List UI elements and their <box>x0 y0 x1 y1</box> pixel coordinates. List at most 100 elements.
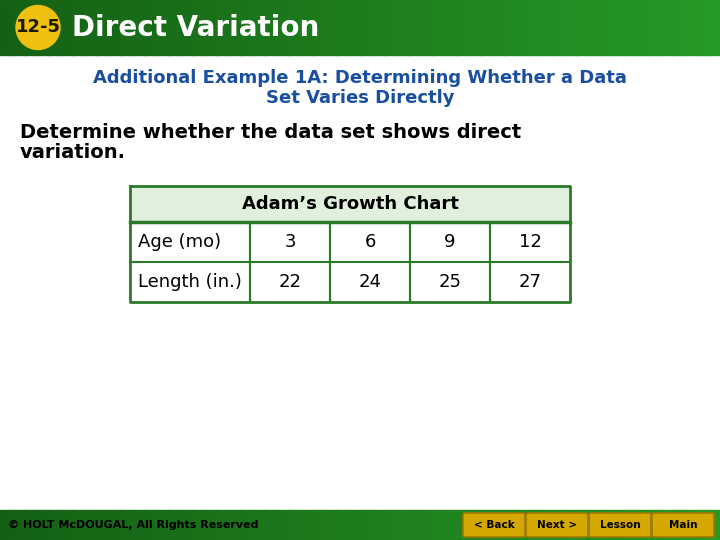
Bar <box>696 510 709 540</box>
Bar <box>540 510 553 540</box>
Bar <box>636 510 649 540</box>
Bar <box>432 0 445 55</box>
Bar <box>384 510 397 540</box>
Bar <box>204 0 217 55</box>
Bar <box>216 510 229 540</box>
Text: 27: 27 <box>518 273 541 291</box>
Text: 6: 6 <box>364 233 376 251</box>
Bar <box>648 510 661 540</box>
Bar <box>420 510 433 540</box>
Bar <box>408 0 421 55</box>
Bar <box>708 510 720 540</box>
Bar <box>372 0 385 55</box>
Bar <box>336 510 349 540</box>
Bar <box>576 510 589 540</box>
Bar <box>96 510 109 540</box>
Bar <box>24 0 37 55</box>
Bar <box>180 0 193 55</box>
Bar <box>130 186 570 222</box>
Bar <box>120 0 133 55</box>
Bar <box>636 0 649 55</box>
Bar <box>612 510 625 540</box>
Bar <box>130 262 570 302</box>
Bar <box>264 510 277 540</box>
Bar <box>672 510 685 540</box>
Bar <box>420 0 433 55</box>
Bar <box>84 0 97 55</box>
Bar <box>696 0 709 55</box>
Bar <box>576 0 589 55</box>
Bar <box>0 0 13 55</box>
Bar <box>156 510 169 540</box>
Bar <box>228 0 241 55</box>
Text: Lesson: Lesson <box>600 520 640 530</box>
Bar <box>348 0 361 55</box>
Bar <box>240 0 253 55</box>
Bar <box>228 510 241 540</box>
Bar <box>264 0 277 55</box>
Bar <box>312 0 325 55</box>
Text: 3: 3 <box>284 233 296 251</box>
Bar <box>288 0 301 55</box>
Text: Length (in.): Length (in.) <box>138 273 242 291</box>
Bar <box>36 510 49 540</box>
Bar <box>192 0 205 55</box>
Bar <box>252 0 265 55</box>
Bar <box>492 510 505 540</box>
Bar <box>12 510 25 540</box>
Bar <box>408 510 421 540</box>
Bar <box>130 222 570 262</box>
Bar <box>456 510 469 540</box>
Text: variation.: variation. <box>20 144 126 163</box>
Bar <box>240 510 253 540</box>
Text: 9: 9 <box>444 233 456 251</box>
Bar <box>108 510 121 540</box>
Bar <box>504 510 517 540</box>
Bar <box>564 0 577 55</box>
Bar <box>336 0 349 55</box>
Bar <box>372 510 385 540</box>
Bar <box>144 0 157 55</box>
Bar <box>60 510 73 540</box>
Bar <box>588 510 601 540</box>
Bar <box>480 510 493 540</box>
Text: Next >: Next > <box>537 520 577 530</box>
Text: < Back: < Back <box>474 520 514 530</box>
Bar <box>180 510 193 540</box>
Bar <box>144 510 157 540</box>
Bar <box>516 0 529 55</box>
Bar <box>276 510 289 540</box>
Bar <box>120 510 133 540</box>
Bar <box>384 0 397 55</box>
Bar <box>684 0 697 55</box>
FancyBboxPatch shape <box>589 513 651 537</box>
Text: © HOLT McDOUGAL, All Rights Reserved: © HOLT McDOUGAL, All Rights Reserved <box>8 520 258 530</box>
Bar <box>540 0 553 55</box>
Bar <box>156 0 169 55</box>
Bar <box>60 0 73 55</box>
Bar <box>504 0 517 55</box>
Bar <box>708 0 720 55</box>
Bar <box>48 0 61 55</box>
Text: 12-5: 12-5 <box>16 18 60 37</box>
Bar <box>24 510 37 540</box>
Bar <box>192 510 205 540</box>
Bar <box>468 0 481 55</box>
Bar <box>684 510 697 540</box>
Bar <box>552 510 565 540</box>
Bar <box>216 0 229 55</box>
Text: 25: 25 <box>438 273 462 291</box>
Bar <box>612 0 625 55</box>
Text: Determine whether the data set shows direct: Determine whether the data set shows dir… <box>20 124 521 143</box>
Bar <box>456 0 469 55</box>
Text: Adam’s Growth Chart: Adam’s Growth Chart <box>242 195 459 213</box>
Bar <box>528 510 541 540</box>
Bar <box>324 0 337 55</box>
Bar <box>672 0 685 55</box>
Bar <box>468 510 481 540</box>
Text: Direct Variation: Direct Variation <box>72 14 319 42</box>
Bar <box>84 510 97 540</box>
Bar <box>360 0 373 55</box>
Bar <box>288 510 301 540</box>
Bar <box>348 510 361 540</box>
